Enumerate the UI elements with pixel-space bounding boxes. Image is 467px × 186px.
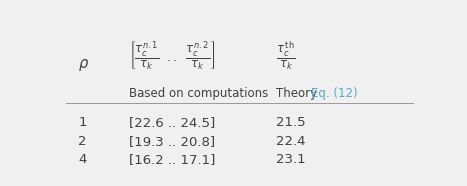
Text: 22.4: 22.4: [276, 135, 305, 148]
Text: 23.1: 23.1: [276, 153, 305, 166]
Text: 2: 2: [78, 135, 87, 148]
Text: Eq. (12): Eq. (12): [311, 87, 358, 100]
Text: $\rho$: $\rho$: [78, 57, 89, 73]
Text: [22.6 .. 24.5]: [22.6 .. 24.5]: [129, 116, 215, 129]
Text: 21.5: 21.5: [276, 116, 305, 129]
Text: [16.2 .. 17.1]: [16.2 .. 17.1]: [129, 153, 215, 166]
Text: 4: 4: [78, 153, 87, 166]
Text: Based on computations: Based on computations: [129, 87, 268, 100]
Text: Theory: Theory: [276, 87, 320, 100]
Text: 1: 1: [78, 116, 87, 129]
Text: $\dfrac{\tau_c^{\,\mathrm{th}}}{\tau_k}$: $\dfrac{\tau_c^{\,\mathrm{th}}}{\tau_k}$: [276, 39, 295, 72]
Text: $\left[\dfrac{\tau_c^{n.1}}{\tau_k}\ \ ..\ \ \dfrac{\tau_c^{n.2}}{\tau_k}\right]: $\left[\dfrac{\tau_c^{n.1}}{\tau_k}\ \ .…: [129, 39, 215, 72]
Text: [19.3 .. 20.8]: [19.3 .. 20.8]: [129, 135, 215, 148]
